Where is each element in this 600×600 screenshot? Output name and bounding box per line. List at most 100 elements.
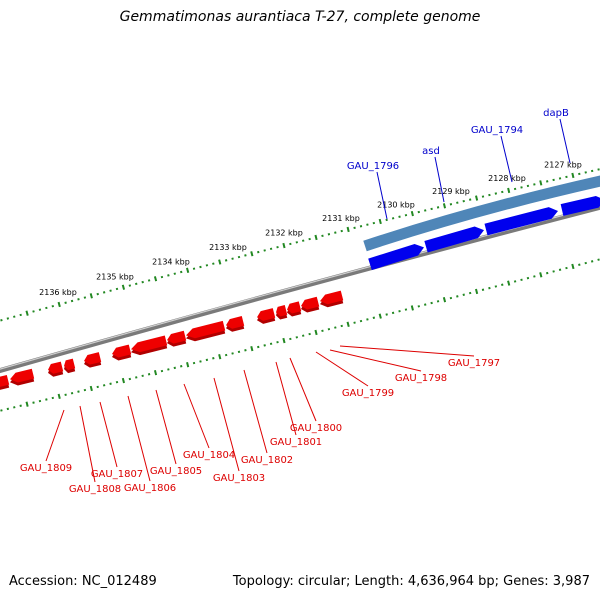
inner-ring-tick — [520, 278, 523, 282]
inner-ring-tick — [571, 263, 575, 270]
scale-label: 2134 kbp — [152, 258, 190, 267]
inner-ring-tick — [218, 353, 222, 360]
outer-ring-tick — [147, 279, 151, 282]
reverse-gene-label: GAU_1805 — [150, 466, 202, 477]
outer-ring-tick — [96, 292, 99, 296]
forward-gene-arrow — [484, 207, 558, 236]
reverse-gene-label: GAU_1797 — [448, 358, 500, 369]
inner-ring-tick — [597, 258, 600, 261]
outer-ring-tick — [205, 264, 209, 267]
inner-ring-tick — [578, 263, 581, 266]
outer-ring-tick — [250, 251, 254, 257]
outer-ring-tick — [475, 195, 479, 201]
outer-ring-tick — [77, 298, 80, 301]
reverse-gene-leader — [339, 345, 475, 357]
inner-ring-tick — [545, 271, 549, 275]
scale-label: 2132 kbp — [265, 229, 303, 238]
scale-label: 2128 kbp — [488, 174, 526, 183]
outer-ring-tick — [141, 280, 144, 284]
outer-ring-tick — [51, 304, 55, 308]
outer-ring-tick — [109, 289, 112, 292]
reverse-gene-arrow — [301, 296, 320, 310]
inner-ring-tick — [282, 337, 286, 344]
inner-ring-tick — [558, 268, 562, 271]
reverse-gene-arrow — [0, 374, 10, 387]
reverse-gene-label: GAU_1800 — [290, 423, 342, 434]
inner-ring-tick — [513, 280, 517, 283]
scale-labels: 2127 kbp 2128 kbp 2129 kbp 2130 kbp 2131 kbp… — [39, 161, 582, 297]
inner-ring-tick — [57, 393, 61, 400]
reverse-gene-leader — [45, 409, 65, 462]
backbone-line — [0, 204, 600, 374]
outer-ring-tick — [378, 218, 382, 225]
reverse-gene-arrow — [84, 352, 102, 365]
outer-ring-tick — [25, 310, 29, 316]
outer-ring-tick — [135, 282, 138, 286]
inner-ring-tick — [250, 345, 254, 352]
forward-gene-leader — [559, 118, 571, 164]
forward-gene-arrow — [560, 195, 600, 216]
forward-gene-arrow — [368, 244, 424, 271]
outer-ring-tick — [38, 308, 42, 311]
outer-ring-tick — [282, 242, 286, 249]
outer-ring-tick — [19, 313, 22, 317]
inner-ring-tick — [481, 288, 485, 291]
outer-ring-tick — [442, 203, 447, 209]
inner-ring-tick — [533, 275, 536, 278]
inner-ring-tick — [565, 266, 568, 270]
outer-ring-tick — [32, 310, 35, 313]
outer-ring-tick — [6, 317, 10, 320]
inner-ring-tick — [186, 361, 190, 368]
reverse-gene-leader — [213, 377, 240, 472]
outer-ring-tick — [192, 267, 196, 270]
inner-ring-tick — [153, 369, 158, 376]
reverse-gene-label: GAU_1799 — [342, 388, 394, 399]
outer-ring-tick — [45, 306, 48, 310]
forward-gene-label: asd — [422, 146, 440, 157]
inner-ring-tick — [501, 283, 504, 286]
reverse-gene-leader — [275, 361, 297, 436]
reverse-gene-label: GAU_1807 — [91, 469, 143, 480]
reverse-gene-label: GAU_1806 — [124, 483, 176, 494]
scale-label: 2131 kbp — [322, 214, 360, 223]
inner-ring-tick — [584, 261, 587, 265]
inner-ring-tick — [25, 401, 29, 407]
outer-ring-tick — [179, 270, 183, 274]
reverse-gene-arrow — [167, 330, 187, 344]
reverse-gene-arrow — [48, 361, 64, 374]
reverse-gene-arrow — [257, 308, 276, 321]
outer-ring-tick — [507, 187, 511, 194]
reverse-gene-leader — [243, 369, 268, 454]
outer-ring-tick — [186, 267, 190, 274]
outer-ring-tick — [13, 315, 16, 318]
inner-ring-tick — [346, 321, 350, 327]
outer-ring-tick — [167, 274, 170, 277]
inner-ring-tick — [378, 313, 382, 319]
inner-ring-tick — [488, 286, 491, 290]
tick-marks — [0, 168, 600, 412]
forward-gene-leader — [500, 135, 513, 183]
outer-ring-tick — [57, 301, 61, 308]
outer-ring-tick — [218, 259, 222, 265]
forward-gene-leader — [376, 171, 388, 220]
reverse-gene-leader — [289, 357, 317, 422]
outer-ring-tick — [160, 275, 164, 279]
scale-label: 2136 kbp — [39, 288, 77, 297]
outer-ring-tick — [173, 272, 177, 275]
inner-ring-tick — [526, 276, 530, 280]
reverse-gene-label: GAU_1809 — [20, 463, 72, 474]
scale-label: 2135 kbp — [96, 272, 134, 281]
reverse-gene-arrow — [226, 316, 245, 329]
reverse-gene-leader — [99, 401, 118, 468]
forward-gene-arrow — [424, 226, 484, 253]
inner-ring-tick — [474, 288, 479, 295]
forward-gene-label: GAU_1796 — [347, 161, 399, 172]
outer-ring-tick — [571, 172, 575, 179]
outer-ring-tick — [153, 276, 158, 282]
forward-gene-label: dapB — [543, 108, 569, 119]
forward-gene-leader — [434, 156, 445, 203]
outer-ring-tick — [115, 287, 119, 291]
scale-label: 2127 kbp — [544, 161, 582, 170]
forward-genes — [363, 175, 600, 271]
